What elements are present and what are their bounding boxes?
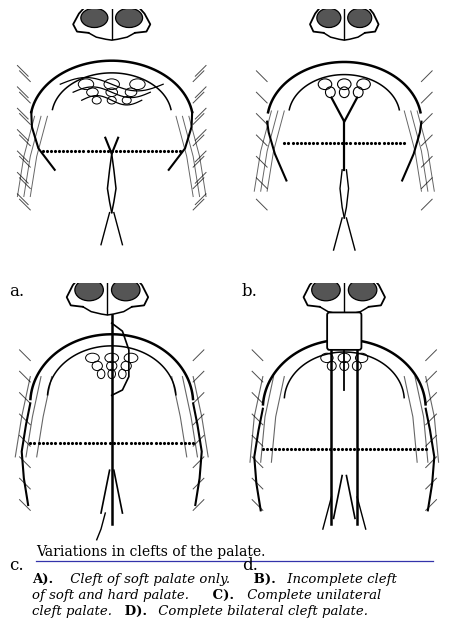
Ellipse shape bbox=[311, 279, 339, 301]
Text: A).: A). bbox=[32, 573, 53, 586]
Text: Cleft of soft palate only.: Cleft of soft palate only. bbox=[66, 573, 230, 586]
Text: c.: c. bbox=[9, 557, 24, 573]
FancyBboxPatch shape bbox=[326, 312, 361, 350]
Text: B).: B). bbox=[248, 573, 275, 586]
Ellipse shape bbox=[111, 279, 140, 301]
Text: of soft and hard palate.: of soft and hard palate. bbox=[32, 589, 188, 602]
Text: Incomplete cleft: Incomplete cleft bbox=[282, 573, 396, 586]
Text: Variations in clefts of the palate.: Variations in clefts of the palate. bbox=[36, 544, 265, 559]
Ellipse shape bbox=[81, 8, 108, 27]
Ellipse shape bbox=[316, 8, 340, 27]
Text: Complete unilateral: Complete unilateral bbox=[242, 589, 380, 602]
Ellipse shape bbox=[348, 279, 376, 301]
Text: D).: D). bbox=[120, 605, 147, 618]
Text: b.: b. bbox=[241, 283, 257, 300]
Text: d.: d. bbox=[241, 557, 257, 573]
Text: C).: C). bbox=[208, 589, 234, 602]
Text: a.: a. bbox=[9, 283, 24, 300]
Ellipse shape bbox=[115, 8, 142, 27]
Text: Complete bilateral cleft palate.: Complete bilateral cleft palate. bbox=[154, 605, 368, 618]
Ellipse shape bbox=[347, 8, 371, 27]
Ellipse shape bbox=[75, 279, 103, 301]
Text: cleft palate.: cleft palate. bbox=[32, 605, 111, 618]
